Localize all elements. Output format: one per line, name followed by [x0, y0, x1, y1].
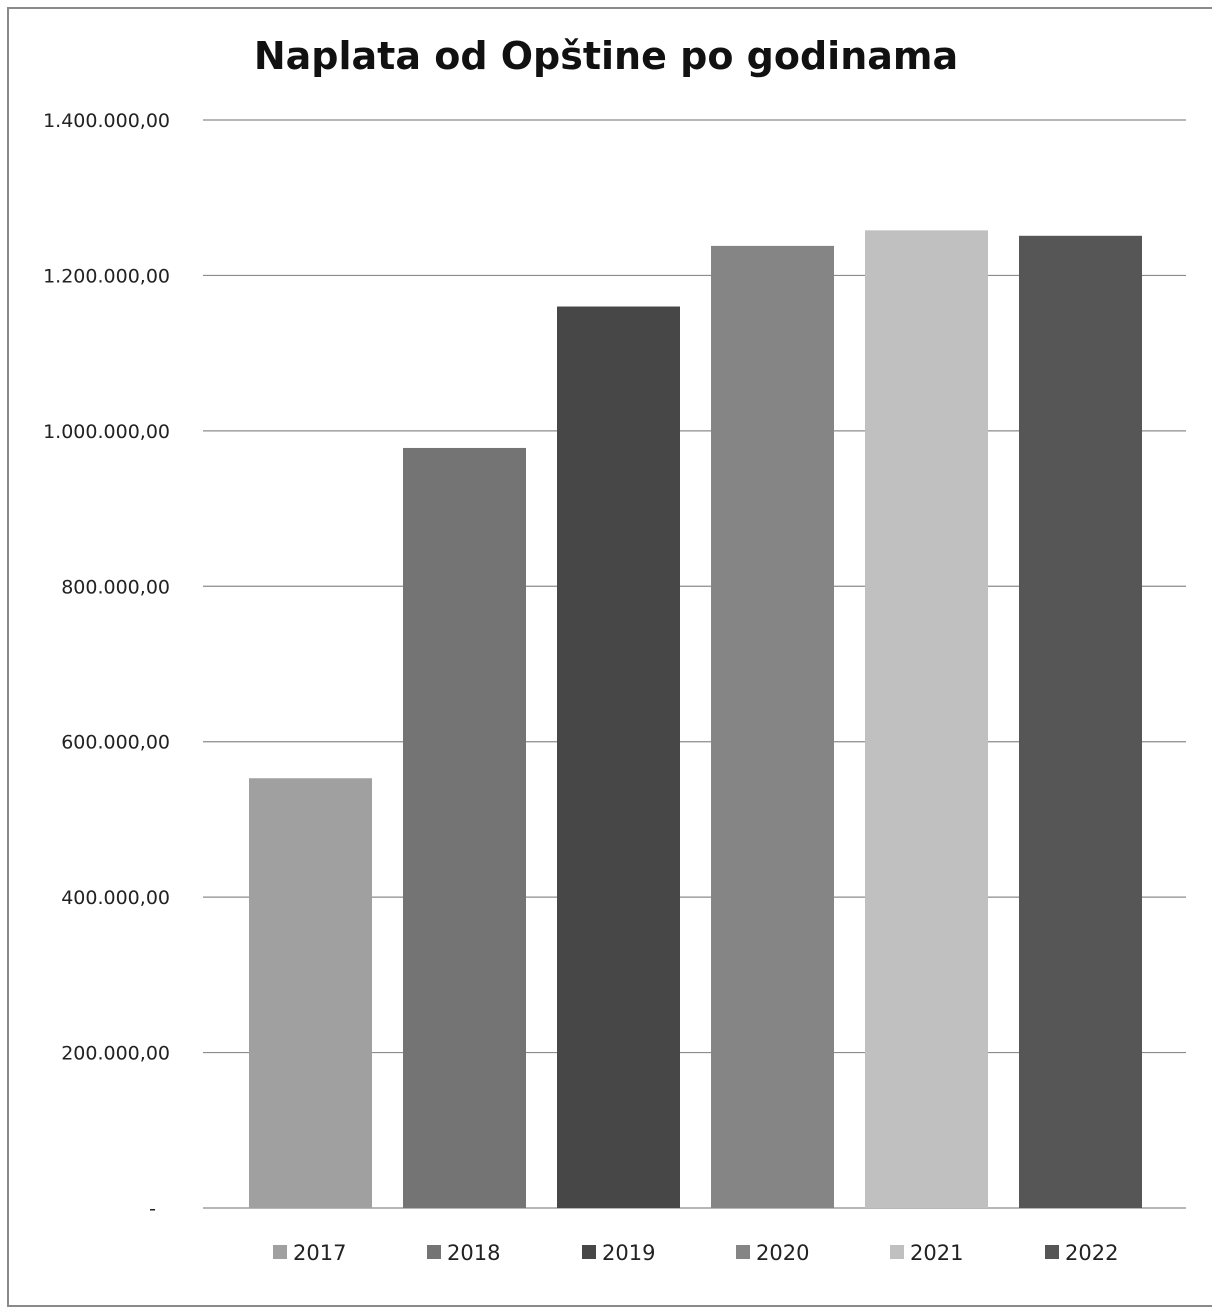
- chart-title: Naplata od Opštine po godinama: [253, 34, 959, 78]
- bar-2021: [865, 230, 988, 1209]
- y-tick-label: 1.400.000,00: [43, 110, 170, 132]
- y-tick-label: 1.000.000,00: [43, 421, 170, 443]
- legend-label-2019: 2019: [602, 1241, 655, 1265]
- bar-2019: [557, 306, 680, 1208]
- legend-swatch-2021: [890, 1245, 904, 1259]
- bar-2018: [403, 447, 526, 1208]
- legend-swatch-2017: [273, 1245, 287, 1259]
- legend-label-2020: 2020: [756, 1241, 809, 1265]
- y-tick-label: -: [149, 1198, 156, 1220]
- y-tick-label: 800.000,00: [61, 576, 170, 598]
- y-tick-label: 600.000,00: [61, 732, 170, 754]
- bar-2020: [711, 245, 834, 1208]
- legend-label-2021: 2021: [910, 1241, 963, 1265]
- bar-2022: [1019, 235, 1142, 1208]
- bar-2017: [249, 778, 372, 1208]
- legend-swatch-2019: [582, 1245, 596, 1259]
- legend-label-2017: 2017: [293, 1241, 346, 1265]
- legend: 2017 2018 2019 2020 2021 2022: [273, 1241, 1118, 1265]
- y-tick-label: 200.000,00: [61, 1043, 170, 1065]
- legend-swatch-2022: [1045, 1245, 1059, 1259]
- bars: [249, 230, 1142, 1209]
- legend-label-2018: 2018: [447, 1241, 500, 1265]
- legend-label-2022: 2022: [1065, 1241, 1118, 1265]
- y-tick-label: 400.000,00: [61, 887, 170, 909]
- legend-swatch-2020: [736, 1245, 750, 1259]
- y-axis-tick-labels: - 200.000,00 400.000,00 600.000,00 800.000,0…: [43, 110, 170, 1220]
- y-tick-label: 1.200.000,00: [43, 265, 170, 287]
- legend-swatch-2018: [427, 1245, 441, 1259]
